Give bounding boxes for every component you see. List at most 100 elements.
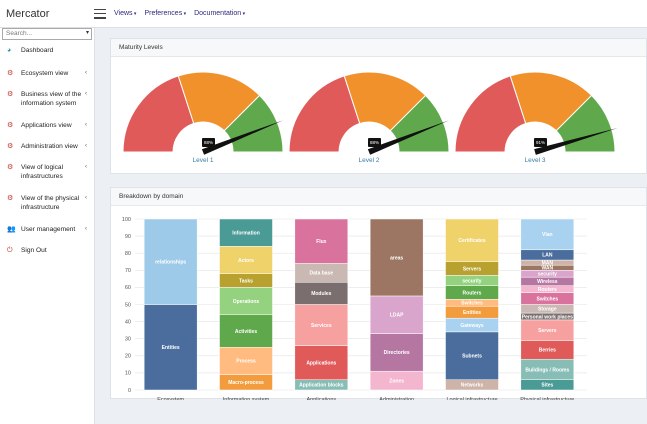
bar-segment[interactable] — [520, 218, 575, 251]
bar-segment-label: Routers — [463, 290, 482, 296]
bar-segment[interactable] — [219, 218, 273, 247]
bar-segment-label: relationships — [155, 260, 186, 266]
bar-segment-label: Macro-process — [228, 380, 264, 386]
bar-segment[interactable] — [219, 347, 273, 375]
sidebar-item-label: Dashboard — [21, 47, 54, 54]
bar-segment[interactable] — [143, 218, 198, 305]
cogs-icon: ⚙ — [7, 70, 14, 77]
bar-segment-label: Entities — [463, 310, 481, 316]
chevron-left-icon: ‹ — [85, 91, 87, 97]
y-tick-label: 10 — [125, 371, 131, 377]
bar-segment-label: Personal work places — [522, 314, 573, 320]
x-tick-label: Information system — [223, 397, 270, 400]
bar-segment-label: Tasks — [239, 278, 253, 284]
x-tick-label: Logical infrastructure — [446, 397, 497, 400]
bar-segment[interactable] — [219, 246, 273, 274]
sidebar-item-view-of-logical-infrastructures[interactable]: ⚙ View of logical infrastructures ‹ — [0, 163, 95, 181]
bar-segment-label: Berries — [539, 348, 556, 354]
bar-segment-label: Activities — [235, 329, 257, 335]
y-tick-label: 0 — [128, 388, 131, 394]
sidebar-item-dashboard[interactable]: ◕ Dashboard — [0, 46, 95, 55]
bar-segment-label: Networks — [461, 383, 484, 389]
gauge-1: 88% Level 1 — [122, 71, 284, 164]
chevron-left-icon: ‹ — [85, 122, 87, 128]
bar-segment-label: Sites — [541, 383, 553, 389]
sidebar-item-sign-out[interactable]: ⏻ Sign Out — [0, 246, 95, 255]
bar-segment-label: Switches — [536, 296, 558, 302]
y-tick-label: 20 — [125, 354, 131, 360]
chart-axes: 0 10 20 30 40 50 60 70 80 90 100 — [122, 217, 587, 394]
sidebar-item-label: Administration view — [21, 143, 78, 150]
gauge-label[interactable]: Level 3 — [525, 157, 546, 164]
gauge-value-badge — [368, 138, 381, 147]
bar-segment-label: WAN — [541, 266, 553, 272]
bar-segment-label: Applications — [306, 360, 336, 366]
app-title[interactable]: Mercator — [6, 7, 50, 20]
bar-segment[interactable] — [445, 218, 499, 262]
bar-segment-label: Vlan — [542, 232, 553, 238]
sidebar-item-ecosystem-view[interactable]: ⚙ Ecosystem view ‹ — [0, 69, 95, 78]
topnav-views[interactable]: Views — [114, 10, 136, 17]
topnav-preferences[interactable]: Preferences — [144, 10, 186, 17]
sidebar-item-business-view-of-the-information-system[interactable]: ⚙ Business view of the information system… — [0, 90, 95, 108]
gauge-green-segment — [555, 94, 616, 153]
bar-segment[interactable] — [219, 314, 273, 348]
search-input[interactable]: Search... — [2, 28, 92, 40]
x-tick-label: Ecosystem — [157, 397, 184, 400]
y-tick-label: 30 — [125, 337, 131, 343]
bar-segment-label: Actors — [238, 258, 254, 264]
menu-toggle-icon[interactable] — [94, 8, 106, 19]
bar-segment-label: Gateways — [460, 323, 484, 329]
dashboard-icon: ◕ — [7, 47, 12, 54]
cogs-icon: ⚙ — [7, 122, 14, 129]
bar-segment[interactable] — [143, 304, 198, 391]
gauge-red-segment — [454, 75, 527, 153]
y-tick-label: 90 — [125, 234, 131, 240]
y-tick-label: 80 — [125, 251, 131, 257]
topnav-documentation[interactable]: Documentation — [194, 10, 245, 17]
bar-segment[interactable] — [294, 304, 349, 346]
bar-segment[interactable] — [369, 295, 424, 334]
bar-segment-label: Servers — [463, 266, 482, 272]
bar-segment[interactable] — [294, 218, 349, 264]
bar-segment[interactable] — [369, 218, 424, 297]
bar-stack-logical-infrastructure: Networks Subnets Gateways Entities Switches R… — [445, 218, 499, 391]
sidebar: Search... ◕ Dashboard ⚙ Ecosystem view ‹ ⚙ Bus… — [0, 28, 95, 424]
sidebar-item-view-of-the-physical-infrastructure[interactable]: ⚙ View of the physical infrastructure ‹ — [0, 194, 95, 212]
bar-segment-label: security — [538, 272, 557, 278]
gauge-3: 91% Level 3 — [454, 71, 618, 164]
cogs-icon: ⚙ — [7, 195, 14, 202]
bar-segment[interactable] — [369, 333, 424, 372]
maturity-gauges: 88% Level 1 88% Level 2 91% Level 3 — [122, 71, 618, 164]
y-tick-label: 60 — [125, 285, 131, 291]
chevron-left-icon: ‹ — [85, 143, 87, 149]
gauge-value: 88% — [204, 140, 213, 145]
bar-segment[interactable] — [219, 287, 273, 316]
bar-segment-label: Subnets — [462, 354, 482, 360]
bar-segment-label: Services — [311, 323, 332, 329]
top-bar: Mercator Views Preferences Documentation — [0, 0, 647, 28]
bar-segment-label: Modules — [311, 291, 331, 297]
gauge-needle — [201, 120, 283, 155]
gauge-red-segment — [288, 75, 361, 153]
bar-segment-label: Zones — [389, 378, 404, 384]
y-tick-label: 40 — [125, 319, 131, 325]
gauge-label[interactable]: Level 2 — [359, 157, 380, 164]
breakdown-card: Breakdown by domain 0 10 20 30 40 50 60 70 80 90 1… — [110, 187, 647, 403]
breakdown-chart: 0 10 20 30 40 50 60 70 80 90 100 Entities relationsh… — [122, 217, 587, 403]
bar-segment-label: Servers — [538, 328, 557, 334]
bar-stack-physical-infrastructure: Sites Buildings / Rooms Berries Servers Pers… — [520, 218, 575, 391]
bar-stack-applications: Application blocks Applications Services Mo… — [294, 218, 349, 391]
gauge-label[interactable]: Level 1 — [193, 157, 214, 164]
sidebar-item-administration-view[interactable]: ⚙ Administration view ‹ — [0, 142, 95, 151]
bar-segment-label: Data base — [310, 271, 334, 277]
sidebar-item-applications-view[interactable]: ⚙ Applications view ‹ — [0, 121, 95, 130]
x-tick-label: Applications — [306, 397, 336, 400]
sidebar-item-user-management[interactable]: 👥 User management ‹ — [0, 225, 95, 234]
chevron-left-icon: ‹ — [85, 226, 87, 232]
gauge-2: 88% Level 2 — [288, 71, 450, 164]
bar-segment-label: Wireless — [537, 279, 558, 285]
sidebar-item-label: Sign Out — [21, 247, 47, 254]
gauge-needle — [367, 120, 449, 155]
bar-segment-label: Switches — [461, 301, 483, 307]
